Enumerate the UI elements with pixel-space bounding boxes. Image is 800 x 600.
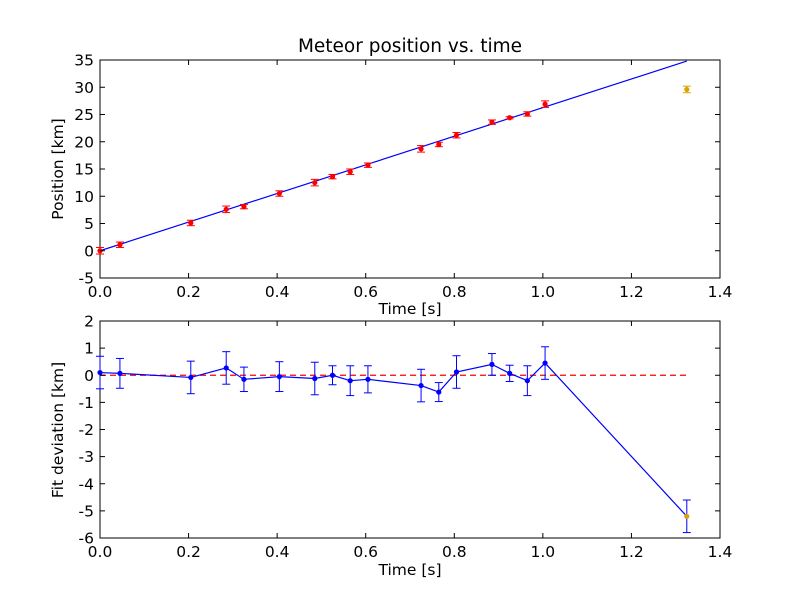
deviation-chart: 0.0 0.2 0.4 0.6 0.8 1.0 1.2 1.4-6-5-4-3-2-1012 … bbox=[49, 313, 732, 580]
deviation-outlier-point bbox=[684, 513, 690, 519]
deviation-x-tick-label: 0.6 bbox=[353, 543, 378, 561]
deviation-data-point bbox=[188, 374, 194, 381]
deviation-data-point bbox=[276, 374, 282, 380]
position-x-tick-label: 1.4 bbox=[708, 283, 733, 301]
position-data-point bbox=[365, 162, 371, 168]
deviation-x-axis-label: Time [s] bbox=[377, 561, 441, 579]
position-data-point bbox=[188, 220, 194, 226]
position-y-tick-label: 25 bbox=[74, 106, 94, 124]
position-data-point bbox=[241, 204, 247, 210]
position-data-point bbox=[524, 111, 530, 117]
deviation-x-tick-label: 0.0 bbox=[88, 543, 113, 561]
deviation-marks bbox=[96, 346, 691, 534]
deviation-data-point bbox=[241, 376, 247, 382]
deviation-data-point bbox=[453, 369, 460, 375]
position-ticks: 0.0 0.2 0.4 0.6 0.8 1.0 1.2 1.4 -5 0 5 10 15 20 25 30 35 bbox=[74, 52, 732, 302]
position-x-tick-label: 0.4 bbox=[265, 283, 290, 301]
deviation-data-point bbox=[117, 370, 123, 376]
deviation-y-axis-label: Fit deviation [km] bbox=[49, 362, 67, 498]
deviation-data-point bbox=[418, 382, 424, 389]
position-x-tick-label: 1.2 bbox=[619, 283, 644, 301]
position-chart-title: Meteor position vs. time bbox=[298, 36, 522, 57]
deviation-data-point bbox=[524, 378, 530, 384]
deviation-data-point bbox=[507, 370, 513, 376]
position-x-tick-label: 0.6 bbox=[353, 283, 378, 301]
position-data-point bbox=[542, 101, 548, 107]
deviation-y-tick-label: -4 bbox=[79, 475, 94, 493]
position-data-point bbox=[117, 242, 123, 248]
deviation-data-point bbox=[312, 375, 318, 382]
deviation-x-tick-label: 1.4 bbox=[708, 543, 733, 561]
deviation-data-point bbox=[223, 365, 229, 371]
position-y-tick-label: 5 bbox=[84, 215, 94, 233]
position-x-axis-label: Time [s] bbox=[377, 300, 441, 318]
position-y-tick-label: 20 bbox=[74, 133, 94, 151]
position-y-tick-label: -5 bbox=[79, 270, 94, 288]
position-x-tick-label: 0.8 bbox=[442, 283, 467, 301]
deviation-y-tick-label: -2 bbox=[79, 421, 94, 439]
deviation-data-point bbox=[542, 360, 548, 366]
deviation-x-tick-label: 0.8 bbox=[442, 543, 467, 561]
deviation-y-tick-label: 2 bbox=[84, 313, 94, 331]
deviation-x-tick-label: 1.0 bbox=[531, 543, 556, 561]
position-y-tick-label: 35 bbox=[74, 52, 94, 70]
position-data-point bbox=[347, 169, 353, 175]
position-data-point bbox=[489, 119, 495, 125]
position-plot-area bbox=[99, 59, 721, 279]
position-y-tick-label: 0 bbox=[84, 242, 94, 260]
deviation-x-tick-label: 0.2 bbox=[176, 543, 201, 561]
deviation-y-tick-label: 1 bbox=[84, 340, 94, 358]
position-data-point bbox=[507, 115, 513, 121]
deviation-ticks: 0.0 0.2 0.4 0.6 0.8 1.0 1.2 1.4 -6 -5 -4 -3 -2 -1 0 1 2 bbox=[79, 313, 733, 562]
position-y-tick-label: 10 bbox=[74, 188, 94, 206]
position-data-point bbox=[312, 180, 318, 186]
position-x-tick-label: 1.0 bbox=[531, 283, 556, 301]
position-data-point bbox=[329, 174, 336, 180]
position-data-point bbox=[436, 141, 442, 148]
position-outlier-point bbox=[684, 86, 690, 93]
deviation-x-tick-label: 1.2 bbox=[619, 543, 644, 561]
deviation-y-tick-label: -3 bbox=[79, 448, 94, 466]
deviation-series-line bbox=[99, 362, 688, 517]
position-data-point bbox=[453, 132, 460, 138]
position-marks bbox=[96, 60, 691, 255]
deviation-data-point bbox=[489, 361, 495, 367]
deviation-plot-area bbox=[99, 320, 721, 539]
position-y-tick-label: 30 bbox=[74, 79, 94, 97]
deviation-data-point bbox=[347, 378, 353, 384]
deviation-data-point bbox=[436, 389, 442, 395]
position-x-tick-label: 0.2 bbox=[176, 283, 201, 301]
deviation-x-tick-label: 0.4 bbox=[265, 543, 290, 561]
position-data-point bbox=[418, 146, 424, 152]
deviation-data-point bbox=[329, 372, 336, 378]
deviation-data-point bbox=[365, 376, 371, 382]
position-data-point bbox=[276, 190, 282, 197]
deviation-y-tick-label: 0 bbox=[84, 367, 94, 385]
deviation-y-tick-label: -5 bbox=[79, 502, 94, 520]
fit-line bbox=[99, 60, 687, 252]
position-x-tick-label: 0.0 bbox=[88, 283, 113, 301]
deviation-data-point bbox=[97, 369, 103, 376]
position-y-tick-label: 15 bbox=[74, 161, 94, 179]
deviation-y-tick-label: -6 bbox=[79, 530, 94, 548]
position-data-point bbox=[223, 206, 229, 212]
deviation-y-tick-label: -1 bbox=[79, 394, 94, 412]
position-y-axis-label: Position [km] bbox=[49, 118, 67, 219]
position-chart: Meteor position vs. time 0.0 0.2 0.4 0.6 0.8… bbox=[49, 36, 732, 318]
